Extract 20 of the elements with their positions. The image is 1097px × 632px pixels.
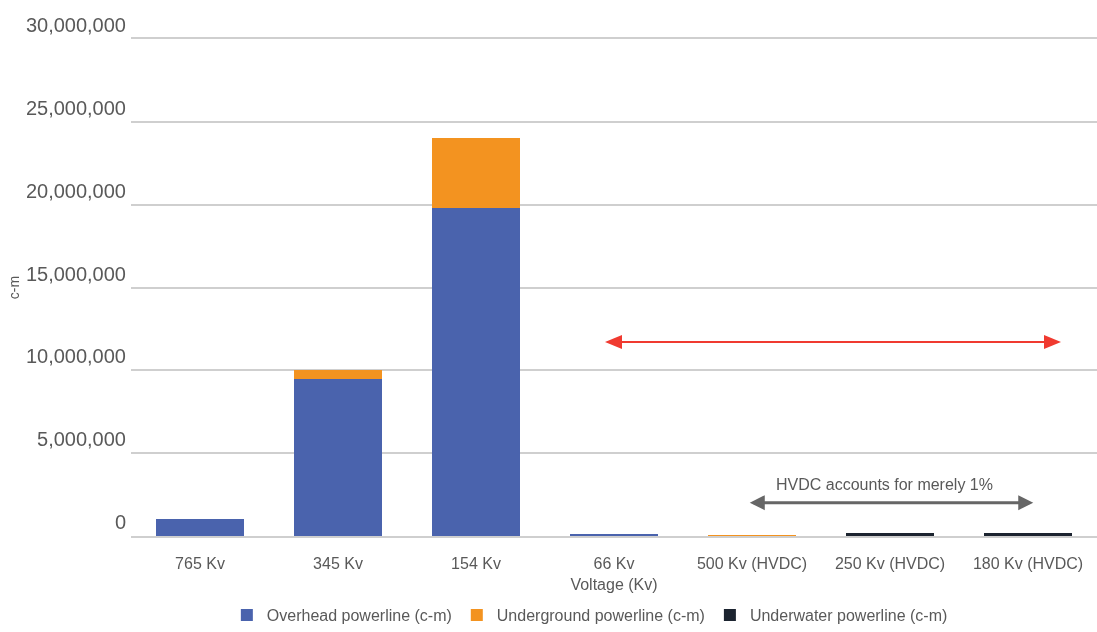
legend-label: Underground powerline (c-m) xyxy=(496,607,705,625)
y-tick-label: 30,000,000 xyxy=(25,14,126,36)
x-tick-label: 765 Kv xyxy=(175,554,225,572)
x-tick-label: 180 Kv (HVDC) xyxy=(972,554,1084,572)
y-tick-label: 15,000,000 xyxy=(25,262,126,285)
y-tick-label: 20,000,000 xyxy=(25,179,126,202)
x-tick-label: 500 Kv (HVDC) xyxy=(696,554,808,572)
y-tick-label: 10,000,000 xyxy=(25,345,126,368)
x-axis-title: Voltage (Kv) xyxy=(570,576,658,594)
x-tick-label: 66 Kv xyxy=(593,554,635,572)
y-axis-title: c-m xyxy=(6,275,23,300)
y-tick-label: 25,000,000 xyxy=(25,96,126,119)
x-tick-label: 345 Kv xyxy=(313,554,363,572)
x-tick-label: 250 Kv (HVDC) xyxy=(834,554,946,572)
legend-label: Overhead powerline (c-m) xyxy=(266,607,452,625)
y-tick-label: 5,000,000 xyxy=(37,428,126,451)
annotation: HVDC accounts for merely 1% xyxy=(776,476,993,493)
x-tick-label: 154 Kv xyxy=(451,554,501,572)
y-tick-label: 0 xyxy=(114,511,126,533)
legend-label: Underwater powerline (c-m) xyxy=(749,607,948,625)
